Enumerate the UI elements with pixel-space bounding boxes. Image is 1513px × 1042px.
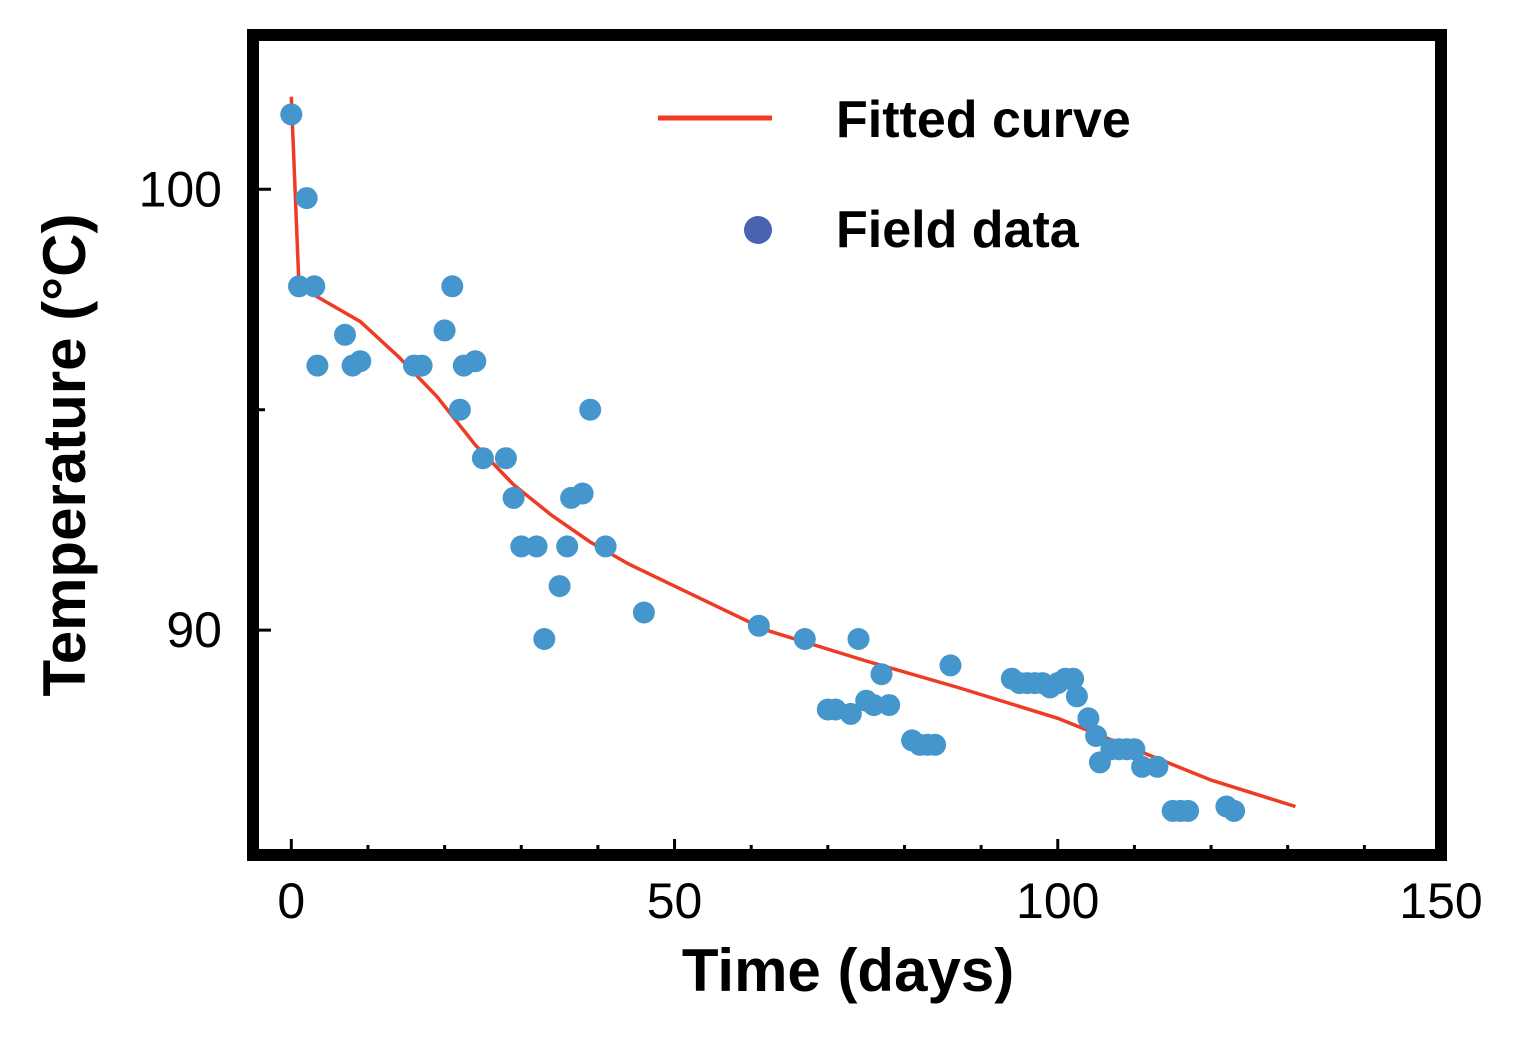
x-axis-title: Time (days) [682, 937, 1014, 1004]
x-tick-label-0: 0 [277, 873, 305, 929]
field-data-point-25 [579, 398, 602, 421]
field-data-point-19 [525, 535, 548, 558]
field-data-point-12 [448, 398, 471, 421]
field-data-point-7 [349, 350, 372, 373]
field-data-point-0 [280, 103, 303, 126]
field-data-point-10 [433, 319, 456, 342]
x-tick-label-150: 150 [1399, 873, 1482, 929]
field-data-point-42 [939, 654, 962, 677]
field-data-point-64 [1177, 799, 1200, 822]
field-data-point-54 [1085, 725, 1108, 747]
legend-fitted-curve-label: Fitted curve [836, 91, 1131, 149]
field-data-point-21 [548, 575, 571, 598]
field-data-point-26 [594, 535, 617, 558]
field-data-point-4 [306, 354, 329, 377]
legend-field-data-swatch [744, 216, 772, 244]
field-data-point-9 [410, 354, 433, 377]
field-data-point-35 [862, 694, 885, 717]
plot-frame [247, 29, 1447, 861]
x-tick-label-50: 50 [647, 873, 703, 929]
field-data-point-51 [1062, 667, 1085, 690]
y-axis-title: Temperature (°C) [31, 214, 98, 697]
field-data-point-66 [1223, 799, 1246, 822]
y-tick-label-100: 100 [139, 161, 222, 217]
field-data-point-20 [533, 628, 556, 650]
field-data-point-53 [1077, 707, 1100, 730]
field-data-point-27 [632, 601, 655, 624]
y-tick-label-90: 90 [166, 602, 222, 658]
field-data-point-16 [494, 447, 517, 470]
field-data-point-28 [747, 614, 770, 637]
field-data-point-33 [847, 628, 870, 650]
field-data-point-37 [878, 694, 901, 717]
field-data-point-18 [510, 535, 533, 558]
field-data-point-52 [1065, 685, 1088, 708]
field-data-point-5 [334, 323, 356, 346]
field-data-point-59 [1123, 738, 1146, 761]
field-data-point-60 [1131, 755, 1154, 778]
field-data-point-2 [295, 187, 318, 210]
x-tick-label-100: 100 [1016, 873, 1099, 929]
field-data-point-15 [471, 447, 494, 470]
fitted-curve-line [289, 96, 1296, 809]
field-data-point-32 [839, 702, 862, 725]
field-data-point-3 [303, 275, 326, 298]
field-data-point-11 [441, 275, 464, 298]
field-data-point-14 [464, 350, 487, 373]
legend: Fitted curve Field data [658, 91, 1131, 259]
field-data-point-17 [502, 486, 525, 509]
field-data-point-24 [571, 482, 594, 505]
field-data-point-22 [556, 535, 579, 558]
field-data-point-36 [870, 663, 893, 686]
field-data-point-41 [924, 733, 947, 756]
field-data-point-61 [1146, 755, 1169, 778]
field-data-point-29 [793, 628, 816, 650]
field-data-point-1 [288, 275, 310, 298]
legend-field-data-label: Field data [836, 201, 1080, 259]
